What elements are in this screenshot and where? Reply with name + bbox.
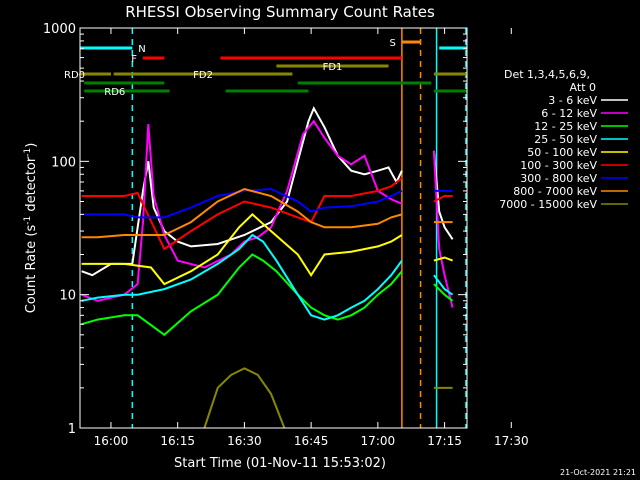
legend-label-6-12-kev: 6 - 12 keV (541, 107, 597, 120)
footer-timestamp: 21-Oct-2021 21:21 (560, 468, 636, 477)
y-tick-label: 10 (59, 289, 76, 304)
chart-title: RHESSI Observing Summary Count Rates (125, 3, 435, 21)
series-line-25-50-kev (81, 233, 403, 321)
legend-header-detectors: Det 1,3,4,5,6,9, (504, 68, 590, 81)
plot-frame (79, 27, 468, 429)
x-axis-label: Start Time (01-Nov-11 15:53:02) (174, 456, 386, 471)
x-tick-label: 16:15 (160, 434, 195, 448)
x-tick-label: 17:00 (361, 434, 396, 448)
series-line-6-12-kev (81, 119, 403, 302)
x-tick-label: 16:30 (227, 434, 262, 448)
x-tick-label: 16:45 (294, 434, 329, 448)
y-axis-label: Count Rate (s-1 detector-1) (23, 143, 39, 314)
legend-label-12-25-kev: 12 - 25 keV (534, 120, 597, 133)
series-line-800-7000-kev (81, 187, 403, 239)
series-line-3-6-kev (81, 106, 403, 277)
y-tick-label: 100 (51, 155, 76, 170)
series-line-50-100-kev-after-gap (433, 256, 453, 262)
series-line-7000-15000-kev (203, 367, 286, 429)
series-line-100-300-kev-after-gap (433, 195, 453, 203)
series-line-3-6-kev-after-gap (432, 150, 454, 240)
series-line-50-100-kev (81, 213, 403, 286)
legend-header-attenuator: Att 0 (570, 81, 596, 94)
flag-label-fd2: FD2 (193, 70, 213, 81)
series-line-12-25-kev (81, 253, 403, 337)
series-line-25-50-kev-after-gap (433, 274, 454, 296)
flag-label-rd0: RD0 (64, 70, 85, 81)
legend-label-300-800-kev: 300 - 800 keV (520, 172, 597, 185)
legend-label-50-100-kev: 50 - 100 keV (527, 146, 597, 159)
y-tick-label: 1000 (43, 22, 76, 37)
legend-label-7000-15000-kev: 7000 - 15000 keV (499, 198, 597, 211)
x-tick-label: 16:00 (94, 434, 129, 448)
legend-label-100-300-kev: 100 - 300 keV (520, 159, 597, 172)
series-line-12-25-kev-after-gap (433, 283, 454, 302)
x-axis: 16:00 16:15 16:30 16:45 17:00 17:15 17:30 (94, 28, 529, 448)
legend-label-3-6-kev: 3 - 6 keV (548, 94, 597, 107)
x-tick-label: 17:30 (494, 434, 529, 448)
plot-area: N S F FD1 FD2 RD0 RD6 (64, 28, 467, 429)
legend-label-25-50-kev: 25 - 50 keV (534, 133, 597, 146)
flag-label-s: S (390, 38, 396, 49)
flag-label-rd6: RD6 (104, 87, 125, 98)
x-tick-label: 17:15 (427, 434, 462, 448)
series-line-100-300-kev (81, 177, 403, 251)
flag-label-f: F (131, 54, 137, 65)
flag-label-n: N (138, 44, 145, 55)
series-line-300-800-kev (81, 187, 403, 219)
y-tick-label: 1 (68, 422, 76, 437)
y-axis: 1 10 100 1000 (43, 22, 467, 437)
flag-label-fd1: FD1 (323, 62, 343, 73)
legend-label-800-7000-kev: 800 - 7000 keV (513, 185, 597, 198)
